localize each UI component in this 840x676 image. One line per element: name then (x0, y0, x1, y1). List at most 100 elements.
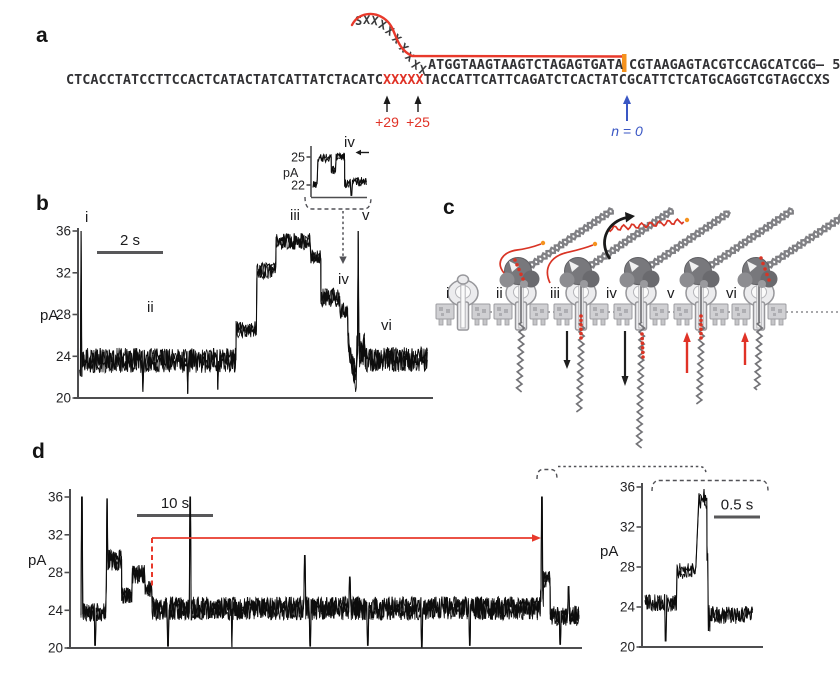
membrane-block (731, 303, 751, 320)
abasic-marker-dot (640, 332, 644, 336)
trace-path-d_main (80, 496, 580, 648)
panel-a-label: a (36, 24, 48, 47)
c-stage-label: vi (726, 285, 737, 302)
strand-end-marker (540, 240, 546, 246)
b-scalebar-label: 2 s (120, 232, 140, 249)
c-stage-label: ii (496, 285, 503, 302)
b-inset-ytick: 25 (291, 151, 305, 165)
panel-b-label: b (36, 192, 49, 215)
abasic-marker-dot (761, 261, 765, 266)
b-ylabel: pA (40, 307, 58, 324)
panel-d-plot: 36 32 28 24 20 pA 10 s 36 32 28 24 (28, 465, 769, 656)
sequence-bottom-strand: CTCACCTATCCTTCCACTCATACTATCATTATCTACATCX… (66, 72, 830, 88)
abasic-marker-dot (699, 318, 703, 323)
abasic-marker-dot (521, 277, 525, 281)
membrane-block (767, 303, 787, 320)
d-inset-ylabel: pA (600, 543, 618, 560)
dna-duplex (767, 213, 840, 269)
plus29-arrowhead (383, 95, 391, 104)
b-stage-v: v (362, 207, 370, 224)
sequence-top-strand-left: ATGGTAAGTAAGTCTAGAGTGATA (428, 57, 623, 73)
b-ytick: 24 (56, 349, 72, 364)
abasic-marker-dot (517, 267, 521, 272)
bottom-strand-3part: TACCATTCATTCAGATCTCACTATCGCATTCTCATGCAGG… (423, 72, 831, 88)
d-inset-ytick: 20 (620, 640, 635, 655)
abasic-marker-dot (579, 323, 583, 327)
d-inset-ytick: 28 (620, 560, 635, 575)
membrane-block (471, 303, 491, 320)
abasic-marker-dot (579, 336, 583, 340)
pore-stage-vi: vi (726, 213, 840, 391)
bottom-strand-5part: CTCACCTATCCTTCCACTCATACTATCATTATCTACATC (66, 72, 383, 88)
membrane-block (709, 303, 729, 320)
pore-stage-v: v (667, 207, 794, 405)
c-stage-label: iii (550, 285, 560, 302)
sequence-top-strand-right: CGTAAGAGTACGTCCAGCATCGG– 5′ (629, 57, 840, 73)
recapture-arrowhead (532, 534, 541, 542)
membrane-block (613, 303, 633, 320)
pore-stages: i ii iii iv v vi (435, 207, 840, 449)
abasic-marker-dot (699, 323, 703, 327)
abasic-marker-dot (699, 331, 703, 336)
release-arrowhead (625, 212, 635, 223)
plus25-arrowhead (414, 95, 422, 104)
d-inset-axes: 36 32 28 24 20 pA (600, 480, 763, 655)
threading-strand-line (350, 12, 624, 58)
ssdna-tail (575, 321, 586, 413)
trace-path-b_inset (312, 153, 367, 196)
d-ytick: 24 (48, 603, 64, 618)
trace-path-b_inset (312, 151, 367, 196)
label-plus29: +29 (375, 114, 399, 130)
b-inset-axes: 25 22 pA (283, 146, 367, 199)
membrane-block (435, 303, 455, 320)
abasic-marker-dot (579, 327, 583, 332)
n0-marker-bar (622, 54, 627, 72)
b-stage-ii: ii (147, 299, 154, 316)
c-stage-label: v (667, 285, 675, 302)
ssdna-tail (515, 321, 526, 393)
abasic-marker-dot (765, 272, 769, 277)
pore-stage-i: i (435, 274, 491, 331)
panel-a-annotations (350, 12, 631, 121)
ssdna-tail (695, 321, 706, 405)
d-axes: 36 32 28 24 20 pA (28, 489, 582, 656)
ssdna-tail (635, 321, 646, 449)
panel-c-cartoon: i ii iii iv v vi (435, 207, 840, 449)
released-strand (607, 218, 685, 233)
d-inset-scalebar-label: 0.5 s (721, 497, 754, 514)
c-stage-label: i (446, 285, 449, 302)
b-inset-connector-arrowhead (339, 256, 347, 264)
d-inset-ytick: 36 (620, 480, 635, 495)
d-current-trace (80, 496, 580, 648)
trace-path-d_inset (644, 488, 754, 642)
abasic-marker-dot (699, 327, 703, 332)
d-spike-bracket (536, 468, 558, 480)
b-ytick: 20 (56, 391, 71, 406)
abasic-marker-dot (513, 258, 517, 262)
abasic-marker-dot (640, 336, 644, 341)
abasic-marker-dot (699, 314, 703, 318)
d-ytick: 28 (48, 565, 63, 580)
d-scalebar-label: 10 s (161, 495, 189, 512)
ssdna-tail (753, 321, 764, 391)
n0-arrowhead (623, 95, 631, 104)
b-ytick: 28 (56, 307, 71, 322)
d-ytick: 36 (48, 490, 63, 505)
curl-char: S (355, 14, 363, 28)
abasic-marker-dot (579, 331, 583, 336)
pore-stage-iii: iii (546, 207, 674, 413)
b-inset-pointer-arrowhead (355, 149, 361, 156)
pore-stage-iv: iv (603, 210, 732, 449)
panel-c-label: c (443, 196, 455, 219)
abasic-marker-dot (641, 355, 645, 359)
abasic-marker-dot (515, 263, 519, 267)
b-inset-label-iv: iv (344, 134, 355, 151)
b-ytick: 36 (56, 224, 71, 239)
abasic-marker-dot (763, 267, 767, 271)
panel-b-plot: 36 32 28 24 20 pA 2 s i ii iii iv v vi 2… (40, 134, 433, 406)
d-inset-bracket (651, 479, 769, 492)
membrane-block (529, 303, 549, 320)
b-inset-trace (312, 151, 367, 196)
d-ylabel: pA (28, 552, 46, 569)
